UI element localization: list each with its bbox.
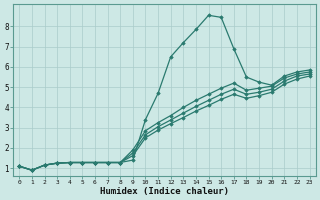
X-axis label: Humidex (Indice chaleur): Humidex (Indice chaleur) bbox=[100, 187, 229, 196]
